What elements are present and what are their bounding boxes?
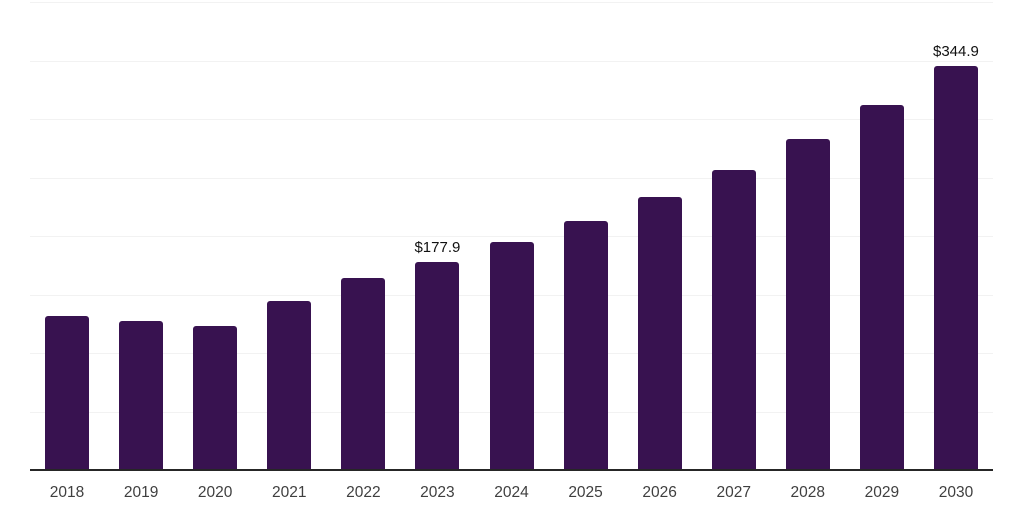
x-tick-2029: 2029	[864, 484, 900, 501]
bar-2019	[119, 320, 164, 470]
x-tick-2026: 2026	[642, 484, 677, 501]
bar-2018	[45, 316, 90, 470]
x-tick-2024: 2024	[494, 484, 529, 501]
bar-2020	[193, 325, 238, 470]
x-tick-2018: 2018	[49, 484, 85, 501]
bar-2021	[267, 301, 312, 470]
x-tick-2023: 2023	[420, 484, 455, 501]
bar-2024	[489, 241, 534, 470]
gridline	[30, 2, 993, 3]
gridline	[30, 177, 993, 179]
x-tick-2021: 2021	[272, 484, 307, 501]
plot-area: $177.9 $344.9	[30, 2, 993, 470]
gridline	[30, 60, 993, 62]
x-tick-2028: 2028	[790, 484, 826, 501]
value-label-2023: $177.9	[414, 238, 461, 256]
bar-2028	[785, 139, 830, 470]
x-tick-2027: 2027	[716, 484, 751, 501]
gridline	[30, 119, 993, 120]
x-tick-2020: 2020	[197, 484, 233, 501]
bar-2027	[711, 170, 756, 470]
value-label-2030: $344.9	[933, 43, 979, 61]
bar-2029	[859, 104, 904, 470]
x-axis-tick-labels: 2018 2019 2020 2021 2022 2023 2024 2025 2026 2027…	[30, 484, 993, 504]
x-axis-line	[30, 469, 993, 471]
bar-2030	[933, 66, 978, 470]
bar-2022	[341, 278, 386, 470]
x-tick-2019: 2019	[123, 484, 159, 501]
bar-2025	[563, 221, 608, 470]
x-tick-2022: 2022	[346, 484, 381, 501]
gridline	[30, 236, 993, 237]
bar-2026	[637, 197, 682, 470]
bar-2023	[415, 261, 460, 470]
x-tick-2030: 2030	[938, 484, 974, 501]
x-tick-2025: 2025	[568, 484, 603, 501]
